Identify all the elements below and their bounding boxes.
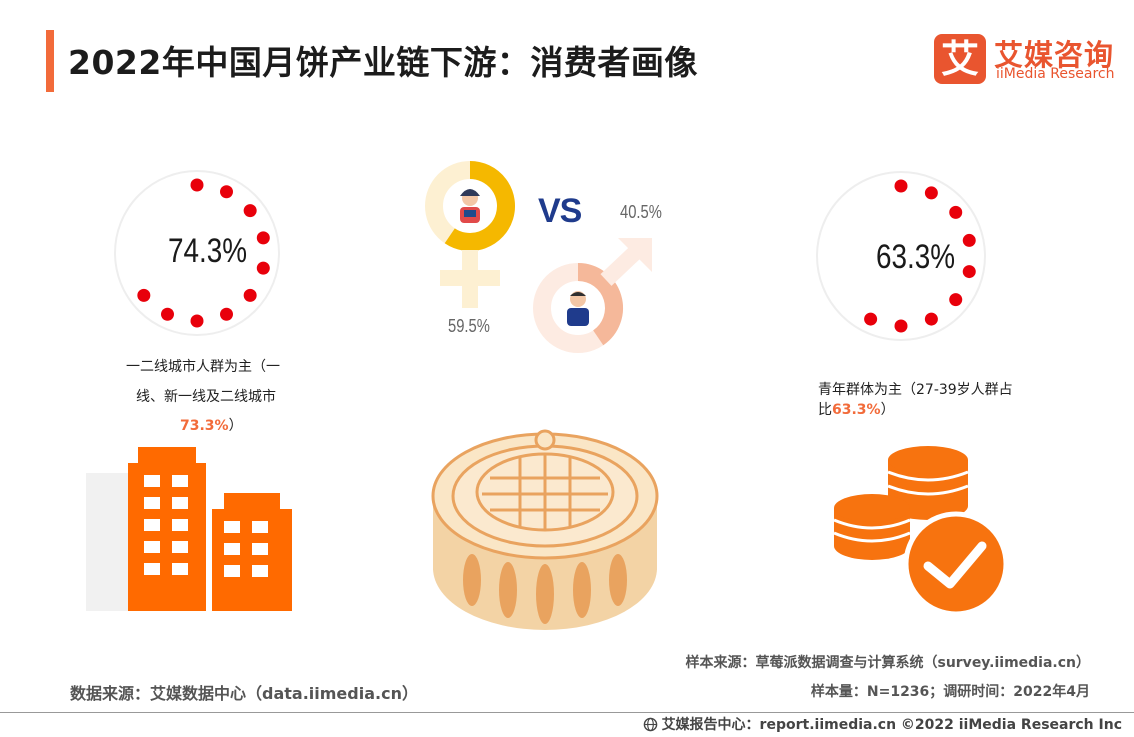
male-percent: 40.5%: [620, 202, 662, 222]
logo-en-text: iiMedia Research: [996, 66, 1115, 82]
city-ring-graphic: [114, 170, 280, 336]
logo-mark: 艾: [934, 34, 986, 84]
vs-label: VS: [538, 192, 582, 230]
logo-cn-text: 艾媒咨询: [994, 38, 1115, 72]
sample-source: 样本来源：草莓派数据调查与计算系统（survey.iimedia.cn）: [685, 655, 1090, 671]
city-desc-highlight: 73.3%: [180, 418, 229, 434]
city-ring-dot: [190, 314, 204, 328]
footer-label: 艾媒报告中心：report.iimedia.cn ©2022 iiMedia R…: [661, 717, 1122, 733]
age-percent: 63.3%: [876, 238, 956, 276]
age-ring-dots: [864, 179, 976, 333]
city-ring-dots: [137, 178, 270, 328]
city-ring-dot: [256, 231, 270, 245]
city-ring-dot: [137, 288, 151, 302]
city-ring-dot: [190, 178, 204, 192]
city-ring-dot: [220, 307, 234, 321]
city-ring-dot: [256, 261, 270, 275]
city-ring-dot: [160, 307, 174, 321]
male-symbol-icon: [533, 238, 652, 353]
footer-text: 艾媒报告中心：report.iimedia.cn ©2022 iiMedia R…: [643, 714, 1122, 734]
age-ring-dot: [864, 312, 878, 326]
age-ring-graphic: [816, 171, 986, 341]
city-desc-line1: 一二线城市人群为主（一: [126, 359, 280, 375]
data-source: 数据来源：艾媒数据中心（data.iimedia.cn）: [70, 684, 418, 703]
city-ring-dot: [243, 204, 257, 218]
mooncake-icon: [431, 429, 659, 630]
title-accent-bar: [46, 30, 54, 92]
city-desc-line3: 73.3%）: [180, 413, 243, 439]
age-ring-dot: [962, 265, 976, 279]
age-ring-dot: [924, 312, 938, 326]
city-ring-dot: [243, 288, 257, 302]
city-desc-line2: 线、新一线及二线城市: [136, 389, 276, 405]
age-desc-highlight: 63.3%: [832, 402, 881, 418]
coins-check-icon: [833, 446, 1009, 617]
city-percent: 74.3%: [168, 232, 248, 270]
age-desc-end: ）: [880, 402, 895, 418]
age-ring-dot: [894, 179, 908, 193]
page-title: 2022年中国月饼产业链下游：消费者画像: [68, 43, 698, 82]
city-ring-dot: [220, 185, 234, 199]
age-ring-dot: [949, 205, 963, 219]
footer-divider: [0, 712, 1134, 713]
city-ring-outline: [114, 170, 280, 336]
age-ring-dot: [962, 233, 976, 247]
female-percent: 59.5%: [448, 316, 490, 336]
sample-size: 样本量：N=1236；调研时间：2022年4月: [810, 684, 1090, 700]
globe-icon: [643, 717, 657, 732]
age-ring-dot: [894, 319, 908, 333]
age-ring-dot: [924, 186, 938, 200]
age-desc-prefix: 比: [818, 402, 832, 418]
age-desc-line1: 青年群体为主（27-39岁人群占: [818, 382, 1013, 398]
age-ring-outline: [816, 171, 986, 341]
age-desc-line2: 比63.3%）: [818, 397, 895, 423]
buildings-icon: [86, 447, 292, 611]
age-ring-dot: [949, 293, 963, 307]
city-desc-end: ）: [228, 418, 243, 434]
female-symbol-icon: [425, 161, 515, 308]
